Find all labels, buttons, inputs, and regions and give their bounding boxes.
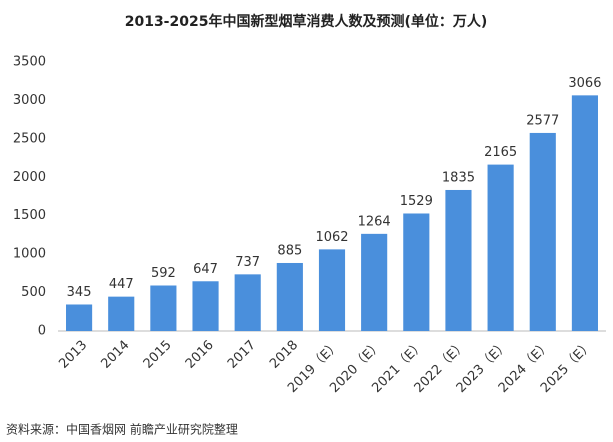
y-tick-label: 2500 [13,131,46,146]
chart-title: 2013-2025年中国新型烟草消费人数及预测(单位：万人) [125,13,488,30]
bar [487,164,514,331]
x-tick-label: 2013 [56,338,90,372]
value-label: 1062 [315,230,348,245]
x-tick-label: 2017 [225,338,259,372]
bar [276,262,303,331]
bar [150,285,177,331]
y-tick-label: 500 [21,285,46,300]
bar [403,213,430,331]
bar [361,233,388,331]
value-label: 885 [277,243,302,258]
value-label: 592 [151,266,176,281]
bar [571,95,598,331]
value-label: 3066 [568,76,601,91]
value-label: 447 [109,277,134,292]
source-note: 资料来源：中国香烟网 前瞻产业研究院整理 [6,422,238,437]
value-label: 345 [67,285,92,300]
value-label: 2165 [484,145,517,160]
y-tick-label: 1500 [13,208,46,223]
y-tick-label: 3500 [13,55,46,70]
value-label: 2577 [526,113,559,128]
value-label: 1835 [442,170,475,185]
bar [66,304,93,331]
bar [192,281,219,331]
bar [234,274,261,331]
value-label: 1529 [400,194,433,209]
y-tick-label: 2000 [13,170,46,185]
value-label: 647 [193,262,218,277]
y-tick-label: 1000 [13,247,46,262]
bar [318,249,346,331]
bar [445,189,472,331]
y-tick-label: 3000 [13,93,46,108]
x-tick-label: 2014 [99,338,133,372]
x-tick-label: 2015 [141,338,175,372]
bar [108,296,135,331]
x-tick-label: 2018 [267,338,301,372]
x-tick-label: 2016 [183,338,217,372]
y-tick-label: 0 [38,324,46,339]
bar [529,132,556,331]
value-label: 1264 [358,214,391,229]
value-label: 737 [235,255,260,270]
